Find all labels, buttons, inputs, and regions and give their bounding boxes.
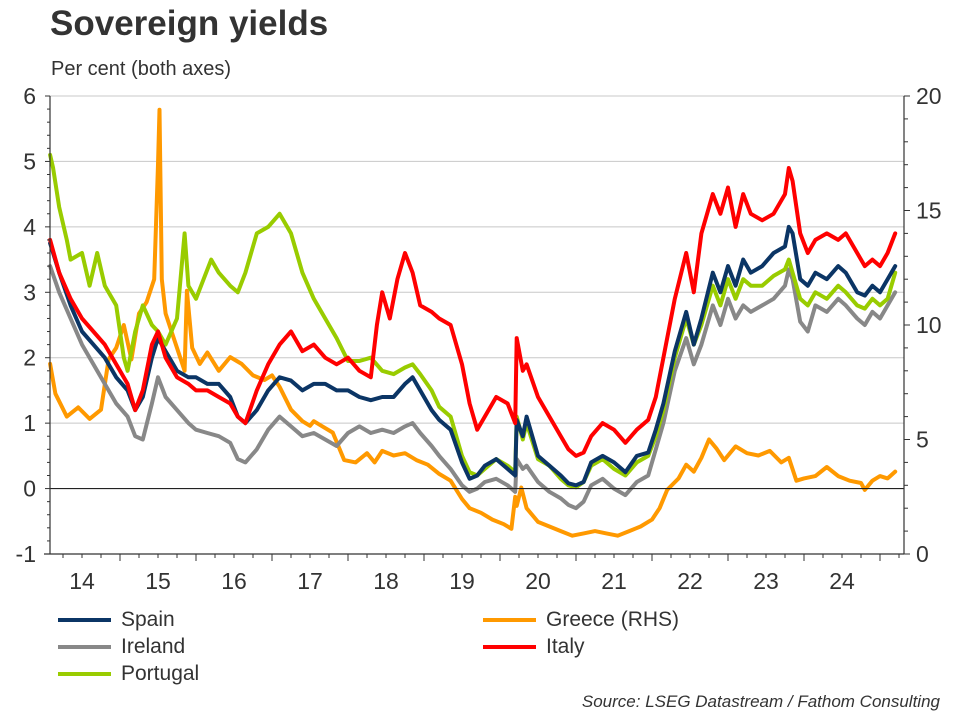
legend-item-greece: Greece (RHS) bbox=[483, 608, 679, 632]
series-line-greece bbox=[48, 107, 898, 538]
x-tick-label: 21 bbox=[601, 568, 627, 594]
legend-swatch-greece bbox=[483, 618, 536, 622]
legend-label-ireland: Ireland bbox=[121, 635, 186, 658]
left-tick-label: 4 bbox=[23, 214, 36, 240]
x-tick-label: 14 bbox=[69, 568, 95, 594]
x-tick-label: 22 bbox=[677, 568, 703, 594]
legend-swatch-italy bbox=[483, 645, 536, 649]
left-tick-label: -1 bbox=[16, 541, 36, 567]
x-tick-label: 18 bbox=[373, 568, 399, 594]
left-axis-ticks: -1 0 1 2 3 4 5 6 bbox=[16, 83, 50, 567]
source-note: Source: LSEG Datastream / Fathom Consult… bbox=[581, 692, 940, 711]
left-tick-label: 6 bbox=[23, 83, 36, 109]
legend-swatch-ireland bbox=[58, 645, 111, 649]
legend-label-portugal: Portugal bbox=[121, 662, 200, 685]
left-tick-label: 0 bbox=[23, 476, 36, 502]
right-tick-label: 5 bbox=[916, 427, 929, 453]
x-tick-label: 24 bbox=[829, 568, 855, 594]
x-tick-label: 23 bbox=[753, 568, 779, 594]
x-tick-label: 16 bbox=[221, 568, 247, 594]
left-tick-label: 1 bbox=[23, 410, 36, 436]
gridlines bbox=[50, 95, 904, 424]
chart-title: Sovereign yields bbox=[50, 4, 329, 43]
x-tick-label: 20 bbox=[525, 568, 551, 594]
legend-item-ireland: Ireland bbox=[58, 635, 185, 659]
legend-swatch-spain bbox=[58, 618, 111, 622]
series-layer bbox=[48, 107, 898, 538]
x-tick-label: 19 bbox=[449, 568, 475, 594]
right-tick-label: 10 bbox=[916, 312, 942, 338]
x-tick-label: 17 bbox=[297, 568, 323, 594]
right-tick-label: 15 bbox=[916, 198, 942, 224]
right-tick-label: 20 bbox=[916, 83, 942, 109]
x-tick-label: 15 bbox=[145, 568, 171, 594]
chart-subtitle: Per cent (both axes) bbox=[51, 58, 232, 80]
legend-item-spain: Spain bbox=[58, 608, 175, 632]
series-line-spain bbox=[48, 224, 898, 488]
legend-label-spain: Spain bbox=[121, 608, 175, 631]
legend-label-italy: Italy bbox=[546, 635, 585, 658]
legend-swatch-portugal bbox=[58, 672, 111, 676]
legend-item-italy: Italy bbox=[483, 635, 585, 659]
legend-item-portugal: Portugal bbox=[58, 662, 199, 686]
left-tick-label: 2 bbox=[23, 345, 36, 371]
legend-label-greece: Greece (RHS) bbox=[546, 608, 680, 631]
series-line-portugal bbox=[48, 152, 898, 490]
series-line-italy bbox=[48, 166, 898, 458]
x-axis-ticks: 14 15 16 17 18 19 20 21 22 23 24 bbox=[62, 554, 900, 594]
right-tick-label: 0 bbox=[916, 541, 929, 567]
left-tick-label: 3 bbox=[23, 279, 36, 305]
series-line-ireland bbox=[48, 264, 898, 511]
right-axis-ticks: 0 5 10 15 20 bbox=[904, 83, 942, 567]
left-tick-label: 5 bbox=[23, 148, 36, 174]
